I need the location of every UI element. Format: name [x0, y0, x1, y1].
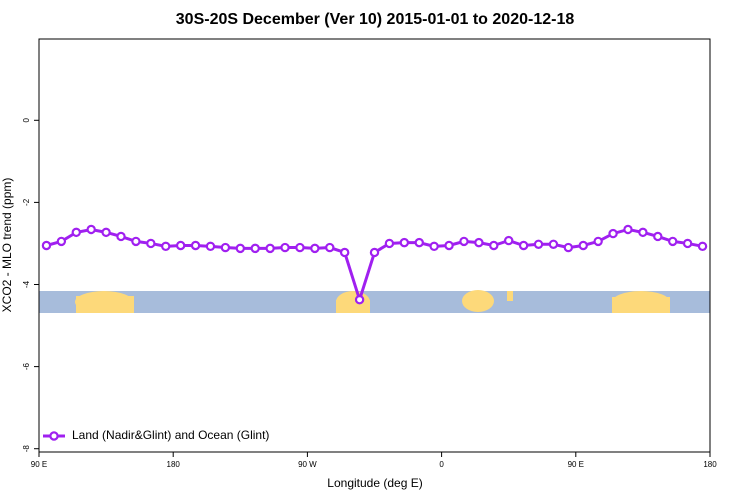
point [533, 239, 544, 249]
y-tick-label: -2 [22, 198, 31, 206]
point [414, 237, 424, 248]
chart-title: 30S-20S December (Ver 10) 2015-01-01 to … [176, 11, 575, 28]
x-axis-label: Longitude (deg E) [327, 476, 422, 490]
x-tick-label: 90 W [298, 460, 317, 469]
x-tick-label: 180 [167, 460, 181, 469]
point [548, 239, 559, 249]
point [354, 294, 365, 305]
legend-label: Land (Nadir&Glint) and Ocean (Glint) [72, 428, 269, 442]
point [116, 231, 126, 242]
point [250, 243, 260, 254]
point [339, 247, 350, 258]
point [608, 228, 618, 239]
point [444, 240, 454, 251]
x-tick-label: 0 [439, 460, 444, 469]
point [399, 237, 410, 248]
y-tick-label: 0 [22, 118, 31, 123]
point [518, 240, 529, 251]
x-tick-label: 90 E [31, 460, 47, 469]
y-tick-label: -6 [22, 363, 31, 371]
point [325, 242, 335, 253]
point [161, 241, 171, 252]
point [86, 224, 96, 235]
point [101, 227, 111, 238]
point [668, 236, 678, 247]
point [474, 237, 484, 248]
point [265, 243, 275, 254]
point [205, 241, 216, 252]
y-tick-label: -8 [22, 445, 31, 453]
point [41, 240, 52, 251]
series-line [46, 227, 703, 305]
point [369, 247, 380, 258]
point [653, 231, 663, 242]
point [578, 240, 588, 251]
point [489, 240, 499, 251]
point [310, 243, 320, 254]
legend-point [49, 431, 59, 441]
point [682, 238, 693, 249]
point [175, 240, 186, 251]
x-tick-label: 90 E [568, 460, 584, 469]
point [504, 235, 514, 246]
point [146, 238, 156, 249]
point [593, 236, 603, 247]
point [459, 236, 469, 247]
point [697, 241, 708, 252]
map-strip [39, 290, 710, 313]
point [623, 224, 633, 235]
point [384, 238, 395, 249]
point [131, 236, 141, 247]
point [56, 236, 67, 247]
point [280, 242, 290, 253]
point [220, 242, 231, 253]
plot-frame [38, 38, 711, 453]
point [190, 240, 201, 251]
point [295, 242, 305, 253]
point [638, 227, 648, 238]
x-tick-label: 180 [703, 460, 717, 469]
point [429, 241, 439, 252]
y-axis-label: XCO2 - MLO trend (ppm) [0, 178, 14, 313]
point [71, 227, 81, 238]
point [235, 243, 245, 254]
point [563, 242, 574, 253]
y-tick-label: -4 [22, 280, 31, 288]
